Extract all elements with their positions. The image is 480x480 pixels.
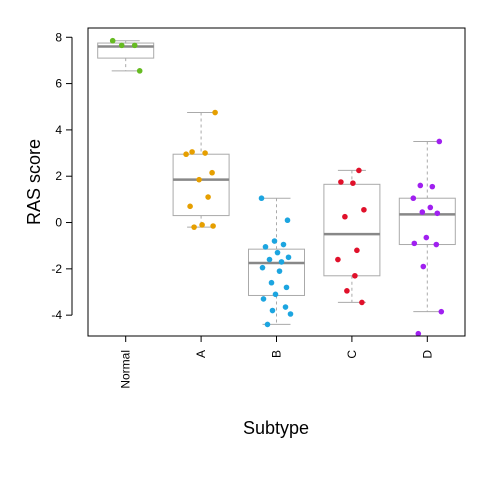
data-point xyxy=(183,151,189,158)
x-axis-title: Subtype xyxy=(243,418,309,438)
data-point xyxy=(356,167,362,174)
data-point xyxy=(202,150,208,156)
points-d xyxy=(410,138,445,337)
data-point xyxy=(338,179,344,185)
data-point xyxy=(209,169,215,176)
data-point xyxy=(260,296,267,302)
data-point xyxy=(118,42,125,49)
data-point xyxy=(189,149,195,155)
data-point xyxy=(266,256,273,263)
data-point xyxy=(199,222,205,228)
data-point xyxy=(283,284,290,291)
data-point xyxy=(433,241,440,248)
data-point xyxy=(136,68,143,74)
data-point xyxy=(411,240,418,247)
data-point xyxy=(354,247,360,254)
data-point xyxy=(282,304,289,310)
data-point xyxy=(268,279,275,286)
data-point xyxy=(344,288,350,294)
data-point xyxy=(269,307,276,314)
y-tick-label: 6 xyxy=(55,77,62,91)
data-point xyxy=(212,109,218,116)
y-tick-label: 2 xyxy=(55,169,62,183)
data-point xyxy=(335,256,341,263)
data-point xyxy=(205,194,211,200)
data-point xyxy=(420,263,427,270)
data-point xyxy=(196,176,202,183)
data-point xyxy=(436,138,443,145)
points-layer xyxy=(109,37,445,337)
y-axis-title: RAS score xyxy=(24,139,44,225)
data-point xyxy=(284,217,291,224)
data-point xyxy=(287,311,294,317)
data-point xyxy=(429,183,436,190)
data-point xyxy=(438,308,445,315)
data-point xyxy=(262,244,269,250)
data-point xyxy=(109,37,116,44)
data-point xyxy=(342,213,348,220)
y-tick-label: -4 xyxy=(51,308,62,322)
data-point xyxy=(352,272,358,279)
x-tick-label: B xyxy=(270,350,284,358)
data-point xyxy=(417,182,424,189)
box-normal xyxy=(97,40,155,72)
data-point xyxy=(187,203,193,210)
data-point xyxy=(427,204,434,211)
data-point xyxy=(264,321,271,328)
data-point xyxy=(359,299,365,306)
data-point xyxy=(210,223,216,229)
data-point xyxy=(285,254,292,261)
box-a xyxy=(172,112,230,228)
data-point xyxy=(271,238,278,244)
y-axis: -4 -2 0 2 4 6 8 xyxy=(51,30,73,322)
y-tick-label: -2 xyxy=(51,262,62,276)
data-point xyxy=(280,241,287,248)
box-d xyxy=(398,140,456,313)
points-c xyxy=(335,167,367,306)
data-point xyxy=(350,180,356,186)
data-point xyxy=(258,195,265,202)
data-point xyxy=(415,330,422,337)
box-iqr xyxy=(248,248,305,296)
data-point xyxy=(278,259,285,265)
y-tick-label: 8 xyxy=(55,30,62,44)
x-tick-label: C xyxy=(345,350,359,359)
data-point xyxy=(272,291,279,298)
data-point xyxy=(423,234,430,241)
data-point xyxy=(274,249,281,256)
data-point xyxy=(191,224,197,230)
data-point xyxy=(434,210,441,217)
y-tick-label: 4 xyxy=(55,123,62,137)
box-c xyxy=(323,169,381,303)
points-b xyxy=(258,195,294,328)
data-point xyxy=(259,264,266,271)
x-axis: Normal A B C D xyxy=(119,335,434,389)
data-point xyxy=(276,268,283,274)
data-point xyxy=(419,209,426,215)
x-tick-label: D xyxy=(420,350,434,359)
data-point xyxy=(131,42,138,49)
box-iqr xyxy=(323,183,381,277)
boxes-layer xyxy=(97,40,456,325)
data-point xyxy=(410,195,417,202)
box-b xyxy=(248,197,305,325)
points-a xyxy=(183,109,218,230)
y-tick-label: 0 xyxy=(55,216,62,230)
box-iqr xyxy=(172,153,230,217)
points-normal xyxy=(109,37,143,74)
x-tick-label: Normal xyxy=(119,350,133,389)
data-point xyxy=(361,206,367,213)
x-tick-label: A xyxy=(194,350,208,358)
